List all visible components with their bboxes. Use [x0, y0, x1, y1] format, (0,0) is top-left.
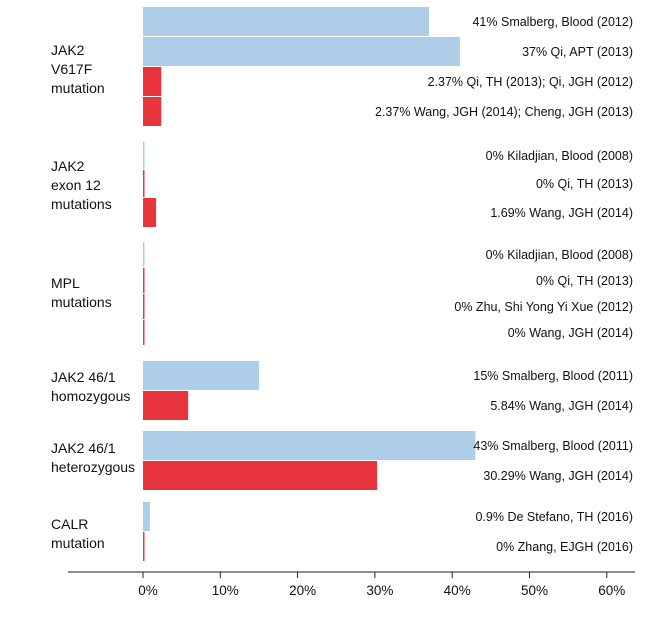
bar-label: 30.29% Wang, JGH (2014) [483, 469, 633, 483]
bar [143, 37, 460, 66]
bar [143, 67, 162, 96]
x-tick-label: 20% [289, 583, 316, 598]
bar [143, 242, 145, 267]
bar-label: 0% Zhang, EJGH (2016) [496, 540, 633, 554]
bar [143, 294, 145, 319]
group-label: MPL mutations [51, 275, 112, 310]
x-tick-label: 10% [212, 583, 239, 598]
bar-label: 0% Qi, TH (2013) [536, 177, 633, 191]
bar [143, 391, 189, 420]
bar-label: 0% Zhu, Shi Yong Yi Xue (2012) [454, 300, 633, 314]
bar-label: 0% Qi, TH (2013) [536, 274, 633, 288]
bar [143, 532, 145, 561]
bar-label: 15% Smalberg, Blood (2011) [473, 369, 633, 383]
bar [143, 198, 157, 227]
bar [143, 502, 150, 531]
x-tick-label: 0% [138, 583, 158, 598]
bar-label: 0% Wang, JGH (2014) [508, 326, 633, 340]
bar-label: 2.37% Wang, JGH (2014); Cheng, JGH (2013… [375, 105, 633, 119]
bar [143, 461, 378, 490]
bar-label: 1.69% Wang, JGH (2014) [490, 206, 633, 220]
bar [143, 320, 145, 345]
bar-label: 37% Qi, APT (2013) [522, 45, 633, 59]
x-tick-label: 60% [598, 583, 625, 598]
bar [143, 97, 162, 126]
group-label: JAK2 46/1 heterozygous [51, 440, 136, 475]
x-tick-label: 30% [366, 583, 393, 598]
bar [143, 431, 476, 460]
bar-label: 41% Smalberg, Blood (2012) [472, 15, 633, 29]
bar [143, 361, 259, 390]
bar-label: 2.37% Qi, TH (2013); Qi, JGH (2012) [428, 75, 633, 89]
bar [143, 142, 145, 169]
bar-label: 0% Kiladjian, Blood (2008) [486, 149, 633, 163]
bar [143, 268, 145, 293]
group-label: CALR mutation [51, 516, 105, 551]
bar-label: 5.84% Wang, JGH (2014) [490, 399, 633, 413]
bar [143, 7, 430, 36]
group-label: JAK2 V617F mutation [51, 42, 105, 96]
group-label: JAK2 46/1 homozygous [51, 369, 131, 404]
x-tick-label: 40% [444, 583, 471, 598]
bar-label: 43% Smalberg, Blood (2011) [473, 439, 633, 453]
bar-label: 0% Kiladjian, Blood (2008) [486, 248, 633, 262]
bar [143, 170, 145, 197]
x-tick-label: 50% [521, 583, 548, 598]
group-label: JAK2 exon 12 mutations [51, 158, 112, 212]
bar-label: 0.9% De Stefano, TH (2016) [476, 510, 634, 524]
